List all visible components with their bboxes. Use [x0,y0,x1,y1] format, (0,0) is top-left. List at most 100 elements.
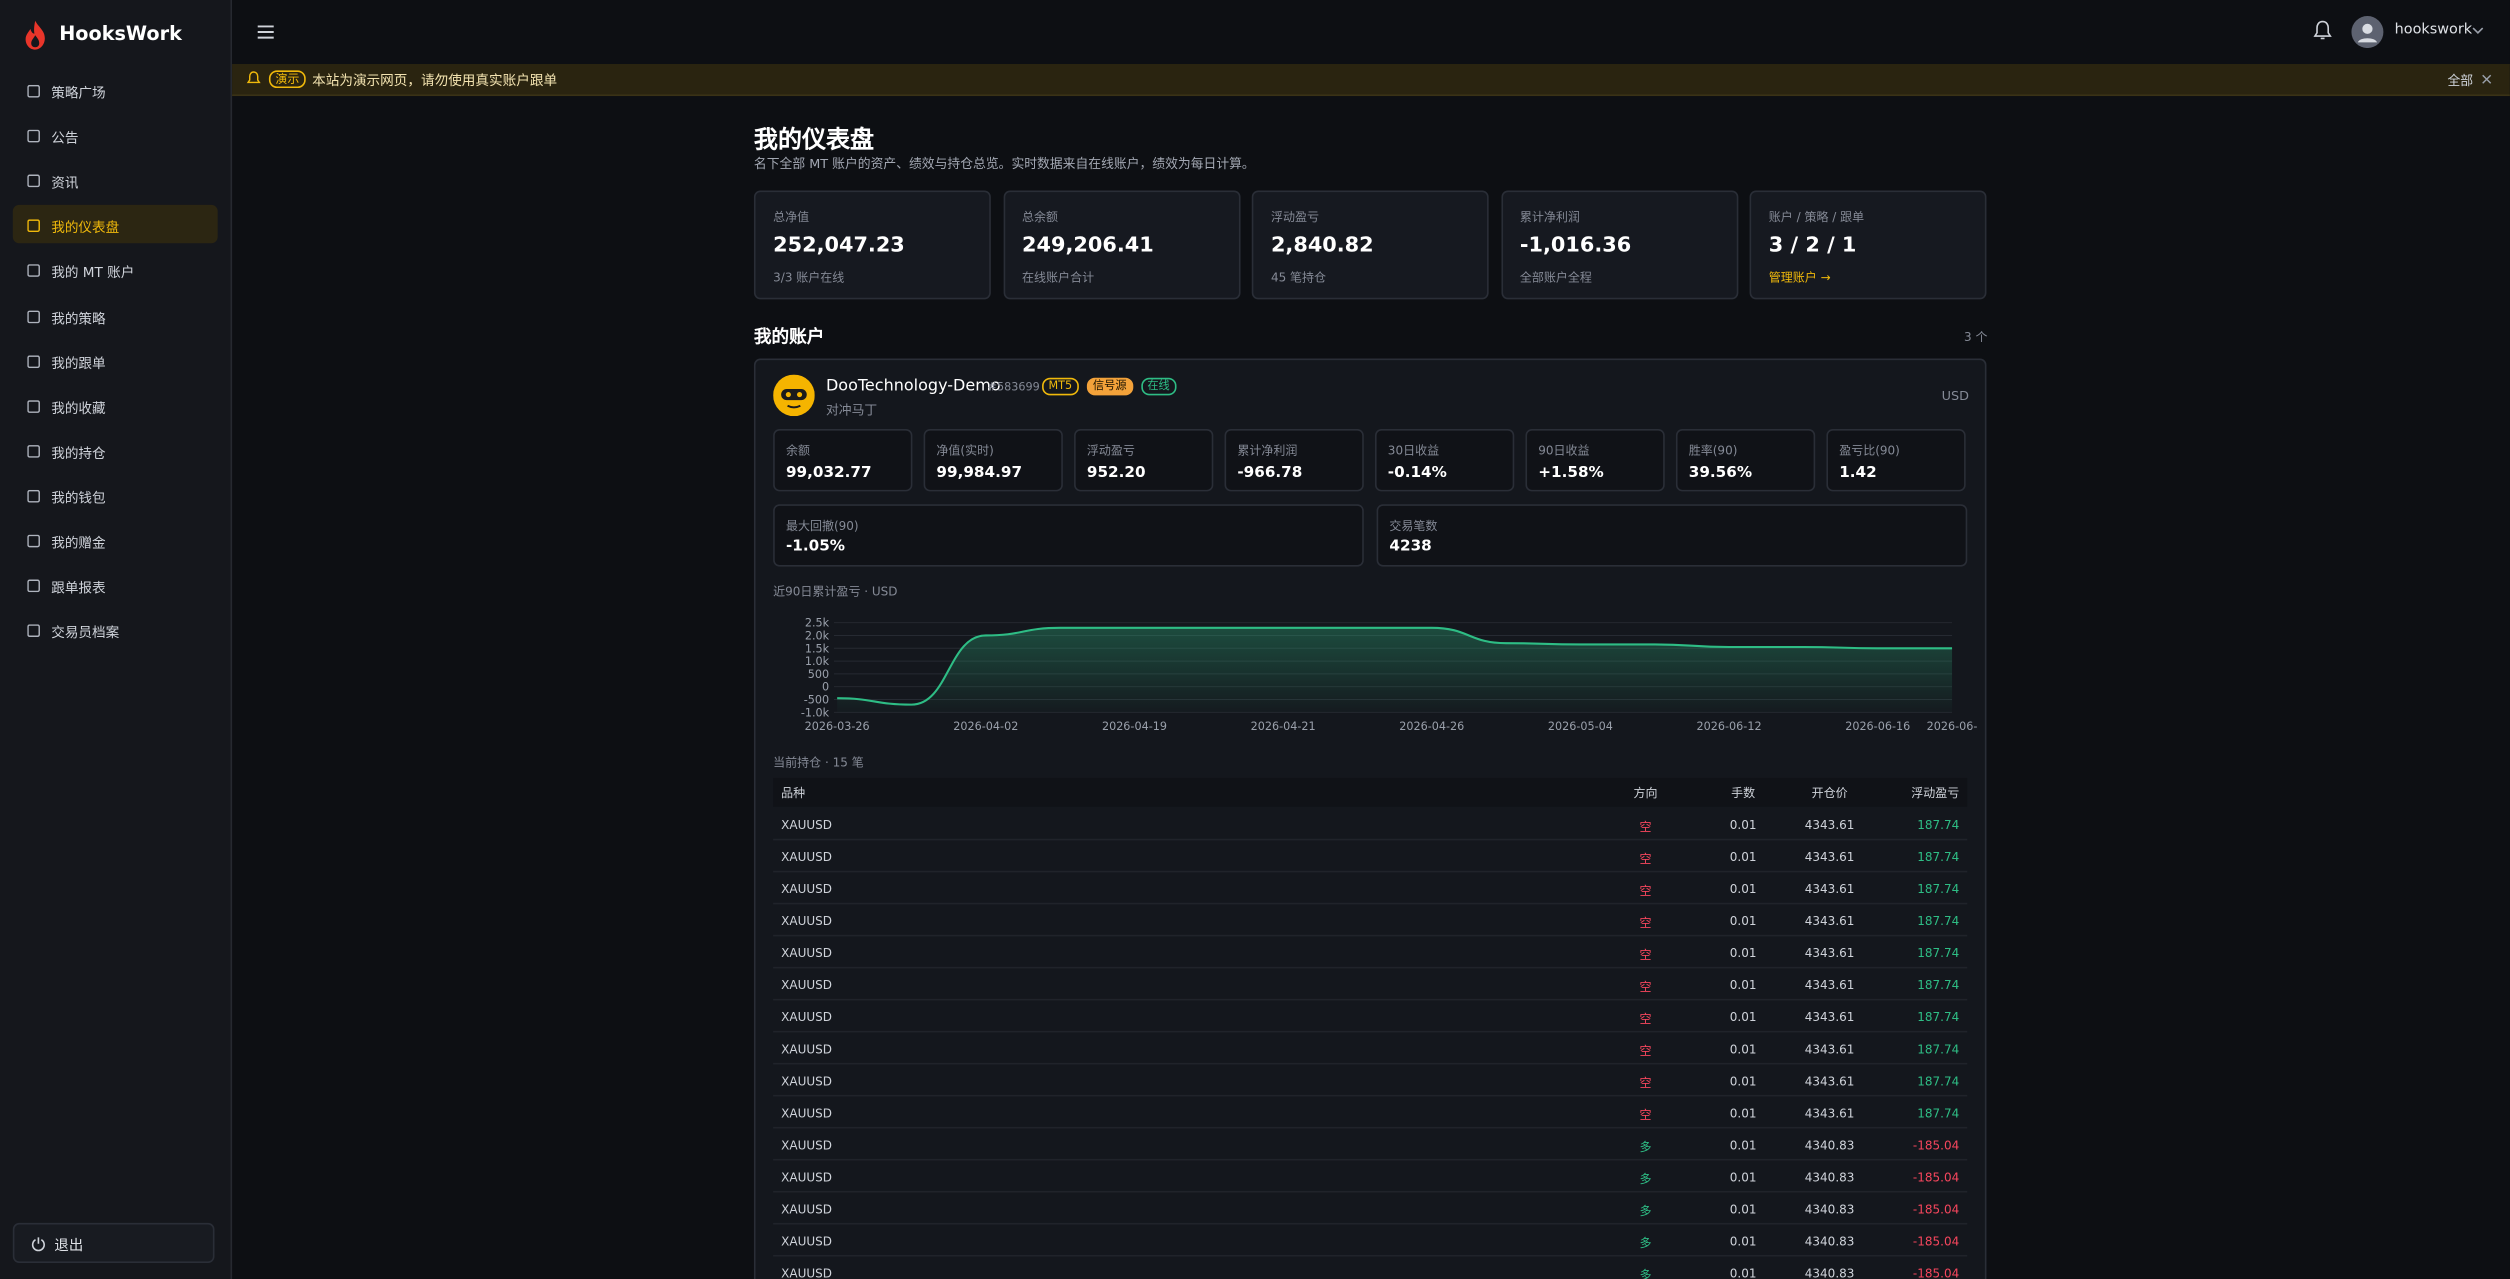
metric-box [1376,504,1968,567]
table-cell: 多 [1639,1267,1652,1279]
metric-value: 952.20 [1086,464,1146,482]
nav-item[interactable]: 我的赠金 [51,536,106,553]
table-cell: 0.01 [1729,946,1757,961]
banner-filter[interactable]: 全部 [2447,73,2474,89]
stat-label: 总净值 [773,209,810,225]
stat-card [1749,190,1987,300]
table-cell: 4343.61 [1804,946,1855,961]
metric-label: 余额 [785,443,810,458]
y-tick-label: 1.5k [805,642,830,655]
table-cell: 4343.61 [1804,1106,1855,1121]
metric-label: 90日收益 [1538,443,1590,458]
x-tick-label: 2026-06-16 [1845,720,1910,733]
table-header: 品种 [781,785,806,801]
table-cell: 187.74 [1917,817,1960,833]
stat-value: 2,840.82 [1270,233,1374,258]
table-cell: 187.74 [1917,1074,1960,1089]
nav-item[interactable]: 我的 MT 账户 [51,266,135,283]
table-cell: 0.01 [1729,1074,1757,1089]
table-row [773,872,1968,905]
nav-icon [27,534,40,548]
table-cell: 0.01 [1729,1106,1757,1121]
metric-value: 4238 [1389,537,1432,556]
metric-label: 浮动盈亏 [1086,443,1135,458]
table-header: 开仓价 [1811,785,1848,801]
table-cell: 0.01 [1729,1042,1757,1057]
nav-icon [27,399,40,413]
nav-icon [27,624,40,638]
nav-icon [27,309,40,323]
nav-item[interactable]: 我的收藏 [51,401,106,418]
table-cell: -185.04 [1912,1266,1960,1279]
nav-icon [27,219,40,233]
metric-box [773,504,1364,567]
table-cell: 4343.61 [1804,1074,1855,1089]
account-currency: USD [1941,388,1970,404]
metric-label: 30日收益 [1387,443,1440,458]
metric-box [1675,428,1816,492]
nav-icon [27,174,40,188]
table-cell: 0.01 [1729,978,1757,993]
table-cell: 187.74 [1917,978,1960,993]
table-cell: XAUUSD [781,817,833,833]
table-cell: XAUUSD [781,1042,833,1057]
nav-icon [27,264,40,278]
stat-note[interactable]: 管理账户 → [1768,270,1831,285]
table-row [773,1128,1968,1161]
nav-item[interactable]: 我的策略 [51,311,106,328]
table-cell: 空 [1639,979,1652,995]
table-row [773,1064,1968,1097]
table-cell: 多 [1639,1203,1652,1219]
user-avatar[interactable] [2351,16,2384,49]
banner-close[interactable] [2481,74,2492,85]
table-row [773,808,1968,841]
nav-item[interactable]: 公告 [51,131,79,148]
stat-value: 3 / 2 / 1 [1768,233,1857,258]
nav-item[interactable]: 策略广场 [51,86,106,103]
table-cell: 0.01 [1729,1138,1757,1153]
account-count: 3 个 [1964,329,1988,345]
table-row [773,1096,1968,1129]
menu-toggle[interactable] [256,22,275,41]
metric-label: 净值(实时) [936,443,994,458]
x-tick-label: 2026-04-21 [1251,720,1316,733]
nav-item[interactable]: 我的持仓 [51,446,106,463]
metric-box [1375,428,1515,492]
table-cell: 0.01 [1729,1234,1757,1249]
table-cell: 4340.83 [1804,1266,1855,1279]
table-cell: 4343.61 [1804,1042,1855,1057]
logout-button[interactable]: 退出 [12,1222,215,1263]
table-cell: 0.01 [1729,913,1757,929]
metric-label: 累计净利润 [1237,443,1298,458]
account-name[interactable]: DooTechnology-Demo [825,377,1001,396]
nav-item[interactable]: 交易员档案 [51,626,120,643]
nav-item[interactable]: 我的钱包 [51,491,106,508]
metric-value: 99,032.77 [785,464,872,482]
x-tick-label: 2026-05-04 [1548,720,1613,733]
nav-item[interactable]: 我的仪表盘 [51,221,120,238]
table-cell: 4340.83 [1804,1138,1855,1153]
table-cell: -185.04 [1912,1138,1960,1153]
y-tick-label: 2.0k [805,629,830,642]
stat-label: 总余额 [1022,209,1059,225]
table-cell: 4343.61 [1804,913,1855,929]
metric-value: +1.58% [1538,464,1604,482]
logout-label: 退出 [54,1238,84,1255]
metric-box [1074,428,1214,492]
x-tick-label: 2026-04-26 [1399,720,1464,733]
table-row [773,840,1968,873]
metric-box [923,428,1063,492]
table-cell: 4343.61 [1804,881,1855,897]
banner-text: 本站为演示网页，请勿使用真实账户跟单 [312,73,558,90]
user-menu-caret[interactable] [2471,26,2484,36]
nav-item[interactable]: 跟单报表 [51,581,106,598]
nav-item[interactable]: 我的跟单 [51,356,106,373]
nav-icon [27,489,40,503]
banner-tag: 演示 [268,70,306,89]
nav-item[interactable]: 资讯 [51,176,79,193]
notification-bell[interactable] [2313,19,2332,41]
user-name[interactable]: hookswork [2394,22,2473,39]
stat-label: 浮动盈亏 [1270,209,1319,225]
table-header: 方向 [1633,785,1658,801]
table-cell: XAUUSD [781,849,833,865]
